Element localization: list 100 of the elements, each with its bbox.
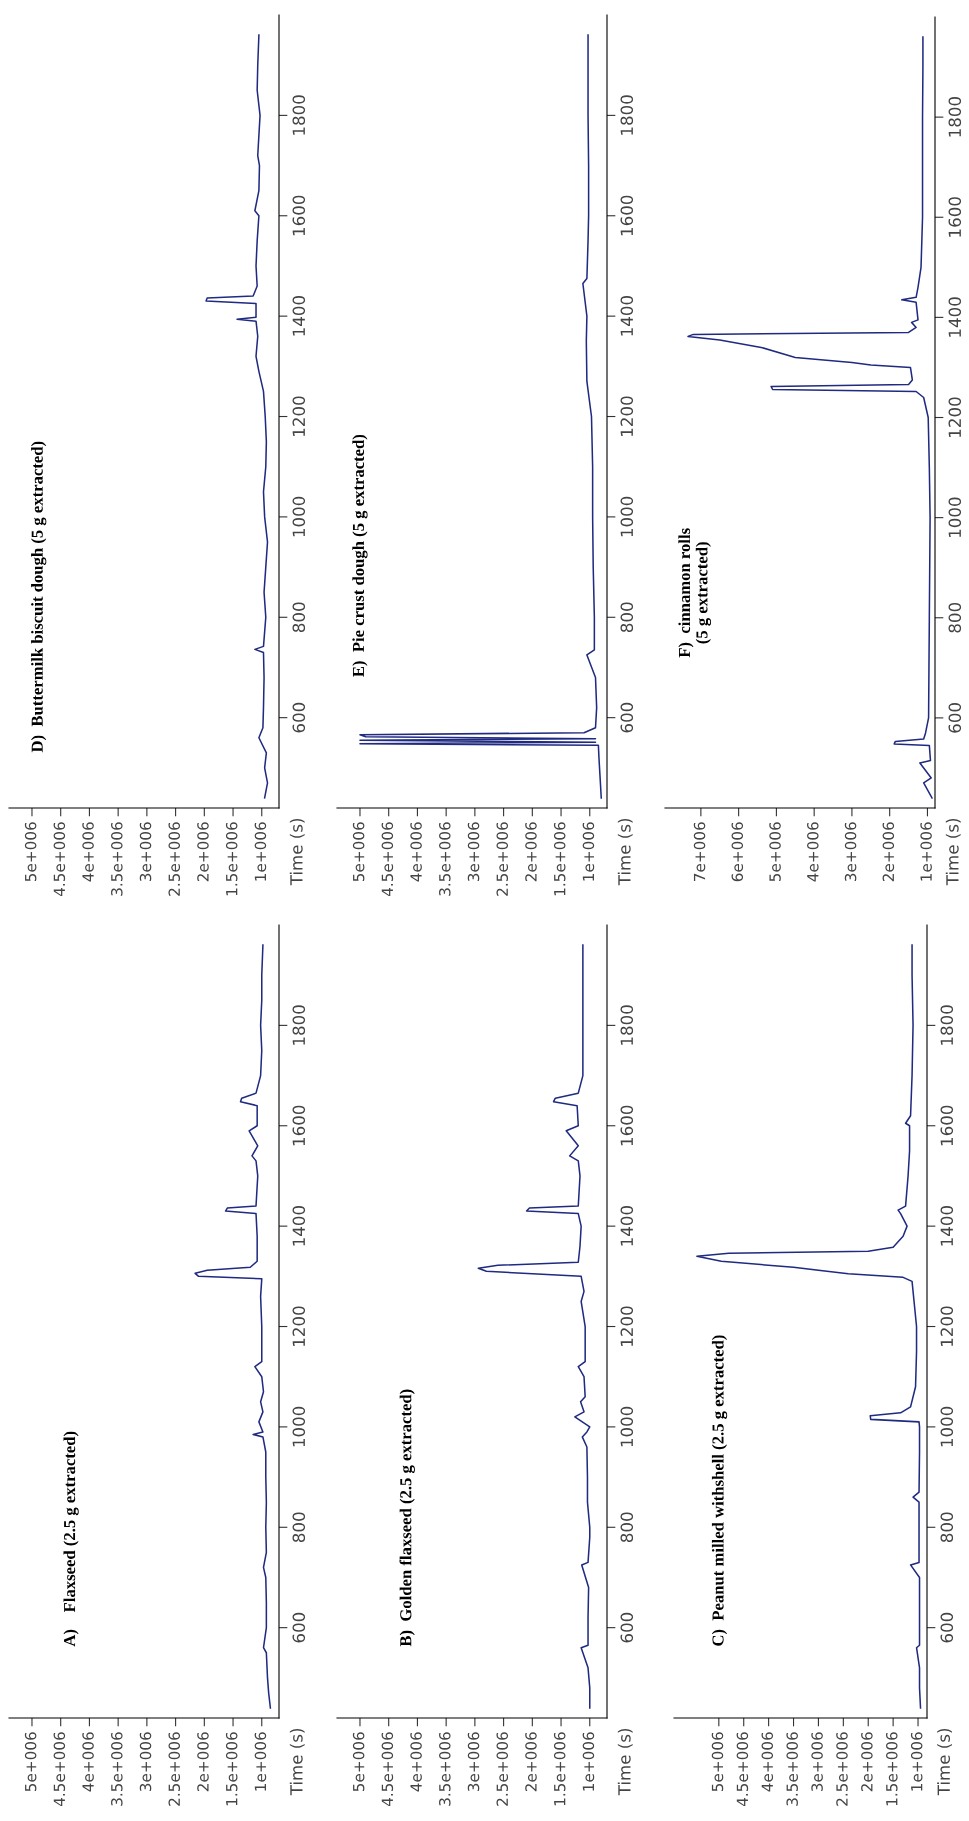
y-tick-label: 800 <box>948 602 962 633</box>
y-tick-label: 1400 <box>620 1206 634 1246</box>
y-tick-label: 1800 <box>292 1005 306 1045</box>
x-tick-label: 4.5e+006 <box>381 822 394 897</box>
x-tick-label: 1.5e+006 <box>553 1732 566 1806</box>
x-tick-label: 1.5e+006 <box>225 1732 238 1806</box>
x-tick-label: 4e+006 <box>410 822 422 882</box>
y-axis-title: Time (s) <box>937 1728 952 1796</box>
x-tick-label: 1e+006 <box>582 1732 595 1791</box>
x-tick-label: 4.5e+006 <box>381 1732 394 1807</box>
x-tick-label: 1.5e+006 <box>225 822 238 896</box>
x-tick-label: 4.5e+006 <box>736 1732 749 1807</box>
y-tick-label: 1200 <box>940 1306 954 1346</box>
y-tick-label: 800 <box>620 602 634 633</box>
text: D) Buttermilk biscuit dough (5 g extracted) <box>31 441 47 753</box>
y-axis-title: Time (s) <box>289 1728 305 1796</box>
line-series <box>205 34 269 799</box>
y-tick-label: 1400 <box>948 297 962 337</box>
y-tick-label: 1200 <box>620 1306 634 1346</box>
y-axis-title: Time (s) <box>617 1728 633 1796</box>
x-tick-label: 2e+006 <box>525 822 537 882</box>
y-tick-label: 800 <box>940 1512 954 1543</box>
line-series <box>194 944 272 1709</box>
x-tick-label: 3e+006 <box>844 822 857 882</box>
y-tick-label: 1800 <box>940 1005 954 1045</box>
text: E) Pie crust dough (5 g extracted) <box>352 434 368 677</box>
y-tick-label: 1200 <box>620 396 634 436</box>
x-tick-label: 3e+006 <box>467 1732 480 1792</box>
y-tick-label: 600 <box>292 1612 306 1643</box>
x-tick-label: 5e+006 <box>24 822 37 882</box>
x-tick-label: 2.5e+006 <box>836 1732 848 1806</box>
y-tick-label: 1200 <box>292 396 306 436</box>
y-tick-label: 1200 <box>292 1306 306 1346</box>
x-tick-label: 2.5e+006 <box>168 1732 181 1806</box>
y-tick-label: 1000 <box>292 1406 306 1447</box>
x-tick-label: 3.5e+006 <box>439 1732 451 1806</box>
text: F) cinnamon rolls (5 g extracted) <box>678 528 712 658</box>
x-tick-label: 3e+006 <box>139 822 152 882</box>
y-tick-label: 1600 <box>292 195 306 236</box>
x-tick-label: 2e+006 <box>197 1732 209 1792</box>
y-tick-label: 1000 <box>940 1406 954 1447</box>
x-tick-label: 5e+006 <box>24 1732 37 1792</box>
y-tick-label: 1400 <box>940 1206 954 1246</box>
x-tick-label: 3e+006 <box>139 1732 152 1792</box>
y-tick-label: 600 <box>292 702 306 733</box>
x-tick-label: 4e+006 <box>82 1732 94 1792</box>
x-tick-label: 3e+006 <box>467 822 480 882</box>
y-tick-label: 1400 <box>292 296 306 336</box>
y-tick-label: 1600 <box>940 1105 954 1146</box>
y-tick-label: 800 <box>292 1512 306 1543</box>
x-tick-label: 3.5e+006 <box>111 822 123 896</box>
x-tick-label: 2.5e+006 <box>496 1732 509 1806</box>
y-axis-title: Time (s) <box>945 818 961 886</box>
x-tick-label: 4e+006 <box>410 1732 422 1792</box>
line-series <box>477 944 591 1709</box>
y-tick-label: 600 <box>620 1612 634 1643</box>
y-tick-label: 600 <box>940 1612 954 1643</box>
x-tick-label: 1e+006 <box>254 1732 267 1791</box>
text: B) Golden flaxseed (2.5 g extracted) <box>399 1389 415 1647</box>
x-tick-label: 1e+006 <box>910 1732 923 1791</box>
x-tick-label: 3.5e+006 <box>786 1732 798 1806</box>
x-tick-label: 4e+006 <box>82 822 94 882</box>
y-tick-label: 1000 <box>620 1406 634 1447</box>
y-tick-label: 1600 <box>948 197 962 237</box>
x-tick-label: 5e+006 <box>352 822 365 882</box>
y-tick-label: 1800 <box>620 1005 634 1045</box>
y-axis-title: Time (s) <box>617 818 633 886</box>
x-tick-label: 2e+006 <box>197 822 209 882</box>
x-tick-label: 1e+006 <box>582 822 595 881</box>
y-tick-label: 600 <box>948 703 962 733</box>
x-tick-label: 4e+006 <box>761 1732 774 1792</box>
y-tick-label: 800 <box>292 602 306 633</box>
x-tick-label: 3e+006 <box>811 1732 823 1792</box>
x-tick-label: 3.5e+006 <box>111 1732 123 1806</box>
x-tick-label: 2e+006 <box>525 1732 537 1792</box>
line-series <box>696 944 922 1709</box>
y-tick-label: 800 <box>620 1512 634 1543</box>
y-tick-label: 1800 <box>292 95 306 135</box>
y-tick-label: 1000 <box>948 497 962 538</box>
text: A) Flaxseed (2.5 g extracted) <box>63 1431 79 1647</box>
x-tick-label: 5e+006 <box>769 822 781 882</box>
y-tick-label: 1800 <box>948 97 962 137</box>
x-tick-label: 2e+006 <box>861 1732 873 1792</box>
x-tick-label: 4.5e+006 <box>53 1732 66 1807</box>
y-tick-label: 1600 <box>620 1105 634 1146</box>
x-tick-label: 2e+006 <box>882 822 895 882</box>
y-tick-label: 1000 <box>292 496 306 537</box>
x-tick-label: 7e+006 <box>693 822 706 882</box>
x-tick-label: 5e+006 <box>711 1732 724 1792</box>
x-tick-label: 3.5e+006 <box>439 822 451 896</box>
y-tick-label: 1400 <box>620 296 634 336</box>
x-tick-label: 2.5e+006 <box>168 822 181 896</box>
y-tick-label: 1400 <box>292 1206 306 1246</box>
x-tick-label: 2.5e+006 <box>496 822 509 896</box>
y-tick-label: 1600 <box>292 1105 306 1146</box>
x-tick-label: 4e+006 <box>807 822 819 882</box>
y-tick-label: 1000 <box>620 496 634 537</box>
x-tick-label: 4.5e+006 <box>53 822 66 897</box>
y-axis-title: Time (s) <box>289 818 305 886</box>
y-tick-label: 1800 <box>620 95 634 135</box>
